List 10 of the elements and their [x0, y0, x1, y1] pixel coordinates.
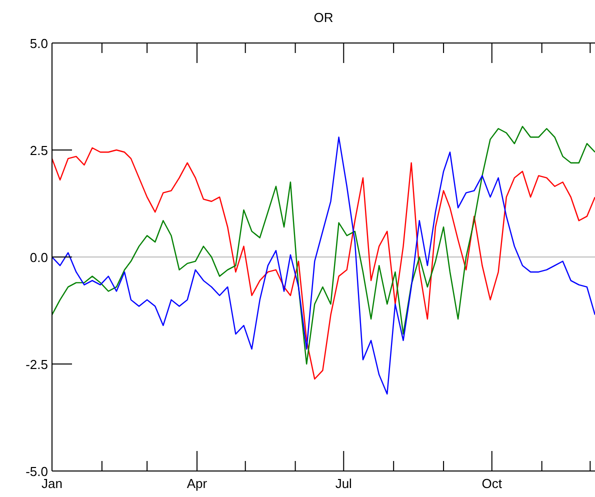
x-tick-label: Jan [42, 476, 62, 491]
y-tick-label: -2.5 [26, 357, 48, 372]
y-tick-label: 0.0 [30, 250, 48, 265]
y-tick-label: -5.0 [26, 464, 48, 479]
x-tick-label: Jul [335, 476, 352, 491]
y-tick-label: 2.5 [30, 143, 48, 158]
chart-title: OR [314, 10, 334, 25]
x-tick-label: Oct [482, 476, 502, 491]
x-tick-label: Apr [186, 476, 208, 491]
y-tick-label: 5.0 [30, 36, 48, 51]
